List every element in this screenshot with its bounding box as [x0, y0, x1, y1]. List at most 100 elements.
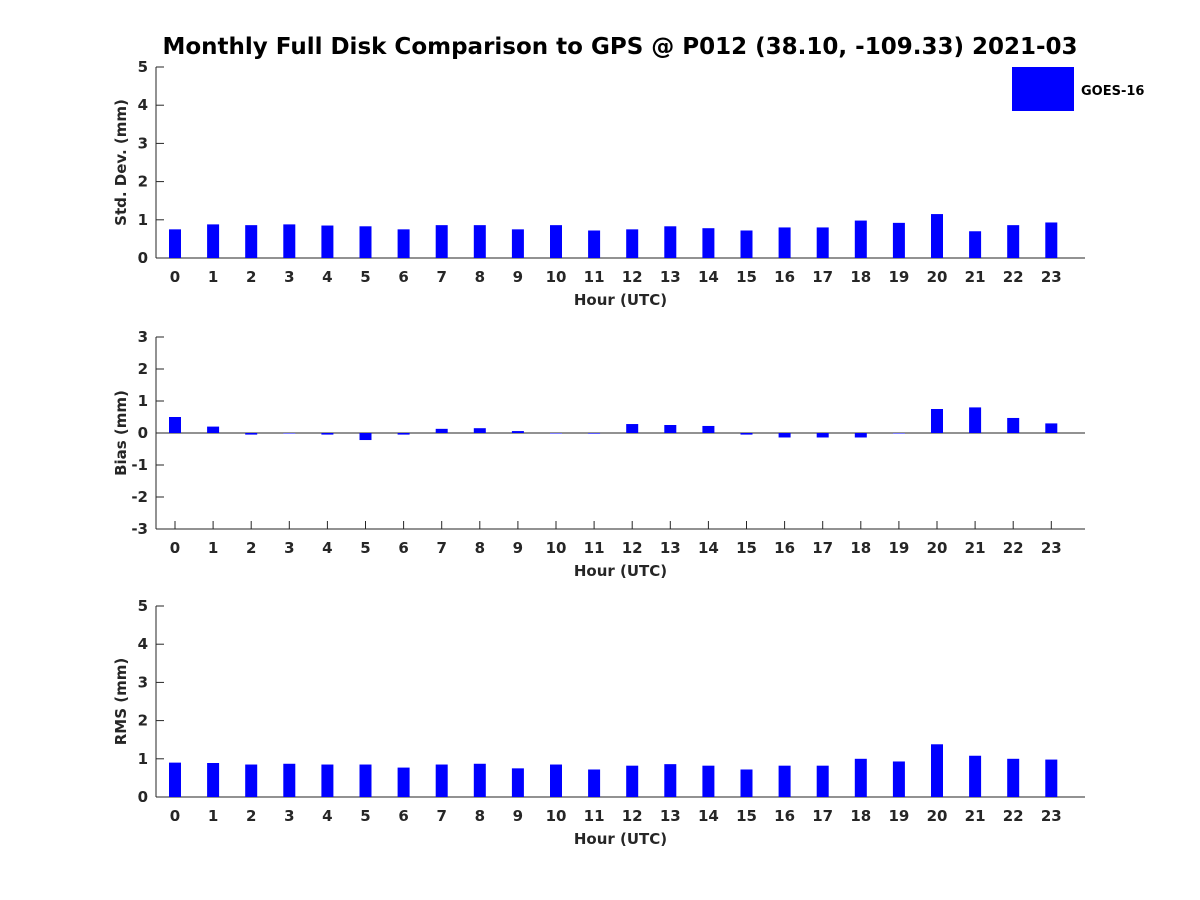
x-tick-label: 20: [927, 539, 948, 557]
y-tick-label: -2: [131, 488, 148, 506]
bar: [1045, 759, 1058, 797]
x-tick-label: 0: [170, 539, 180, 557]
x-tick-label: 0: [170, 268, 180, 286]
x-tick-label: 21: [965, 268, 986, 286]
legend-swatch: [1012, 67, 1074, 111]
x-tick-label: 2: [246, 807, 256, 825]
bar: [588, 230, 601, 258]
bar: [740, 769, 753, 797]
bar: [626, 765, 639, 797]
bar: [702, 765, 715, 797]
bar: [778, 433, 791, 438]
x-tick-label: 4: [322, 539, 332, 557]
bar: [207, 224, 220, 258]
bar: [664, 425, 677, 433]
bar: [550, 764, 562, 797]
bar: [435, 764, 448, 797]
bar: [473, 225, 486, 258]
x-tick-label: 17: [812, 268, 833, 286]
bar: [207, 426, 220, 433]
x-tick-label: 22: [1003, 807, 1024, 825]
bar: [1007, 758, 1020, 797]
x-tick-label: 12: [622, 807, 643, 825]
y-tick-label: 4: [138, 635, 148, 653]
bar: [816, 765, 829, 797]
bar: [931, 409, 943, 433]
bar: [321, 225, 334, 258]
x-tick-label: 21: [965, 807, 986, 825]
y-tick-label: 3: [138, 328, 148, 346]
y-tick-label: 2: [138, 712, 148, 730]
x-tick-label: 7: [436, 268, 446, 286]
x-tick-label: 5: [360, 807, 370, 825]
bar: [778, 227, 791, 258]
x-tick-label: 11: [584, 539, 605, 557]
x-tick-label: 17: [812, 807, 833, 825]
x-tick-label: 19: [888, 807, 909, 825]
x-tick-label: 20: [927, 268, 948, 286]
legend: GOES-16: [1012, 67, 1144, 111]
y-axis-label: Std. Dev. (mm): [112, 99, 130, 226]
bar: [816, 433, 829, 438]
bar: [169, 417, 181, 433]
bar: [778, 765, 791, 797]
x-tick-label: 19: [888, 268, 909, 286]
legend-label: GOES-16: [1081, 84, 1144, 99]
bar: [969, 755, 982, 797]
bar: [283, 224, 296, 258]
bar: [740, 433, 753, 435]
y-tick-label: 4: [138, 96, 148, 114]
x-tick-label: 6: [398, 807, 408, 825]
bar: [892, 222, 905, 258]
bar: [359, 433, 372, 441]
x-tick-label: 6: [398, 268, 408, 286]
y-tick-label: 5: [138, 58, 148, 76]
x-tick-label: 13: [660, 807, 681, 825]
x-tick-label: 23: [1041, 807, 1062, 825]
x-tick-label: 13: [660, 268, 681, 286]
x-tick-label: 18: [850, 268, 871, 286]
y-tick-label: 1: [138, 392, 148, 410]
x-tick-label: 5: [360, 539, 370, 557]
bar: [245, 225, 258, 258]
x-tick-label: 12: [622, 268, 643, 286]
bar: [245, 764, 258, 797]
bar: [702, 425, 715, 433]
y-tick-label: 1: [138, 750, 148, 768]
x-axis-label: Hour (UTC): [574, 562, 667, 580]
bar: [169, 762, 181, 797]
x-tick-label: 22: [1003, 539, 1024, 557]
bar: [283, 763, 296, 797]
y-axis-label: RMS (mm): [112, 658, 130, 745]
bar: [854, 220, 867, 258]
y-tick-label: -3: [131, 520, 148, 538]
x-tick-label: 2: [246, 268, 256, 286]
x-tick-label: 7: [436, 807, 446, 825]
x-tick-label: 3: [284, 539, 294, 557]
bar: [550, 225, 562, 258]
bar: [435, 225, 448, 258]
x-tick-label: 8: [475, 268, 485, 286]
bar: [702, 228, 715, 258]
x-tick-label: 18: [850, 539, 871, 557]
y-tick-label: 3: [138, 673, 148, 691]
x-tick-label: 16: [774, 268, 795, 286]
bar: [931, 214, 943, 258]
x-tick-label: 15: [736, 268, 757, 286]
y-tick-label: 0: [138, 424, 148, 442]
x-tick-label: 17: [812, 539, 833, 557]
x-tick-label: 12: [622, 539, 643, 557]
y-tick-label: 0: [138, 788, 148, 806]
x-tick-label: 19: [888, 539, 909, 557]
x-tick-label: 16: [774, 539, 795, 557]
bar: [321, 764, 334, 797]
bar: [1007, 225, 1020, 258]
x-tick-label: 10: [546, 807, 567, 825]
bar: [588, 769, 601, 797]
bar: [626, 424, 639, 433]
x-tick-label: 6: [398, 539, 408, 557]
y-tick-label: 2: [138, 360, 148, 378]
bar: [588, 433, 601, 434]
